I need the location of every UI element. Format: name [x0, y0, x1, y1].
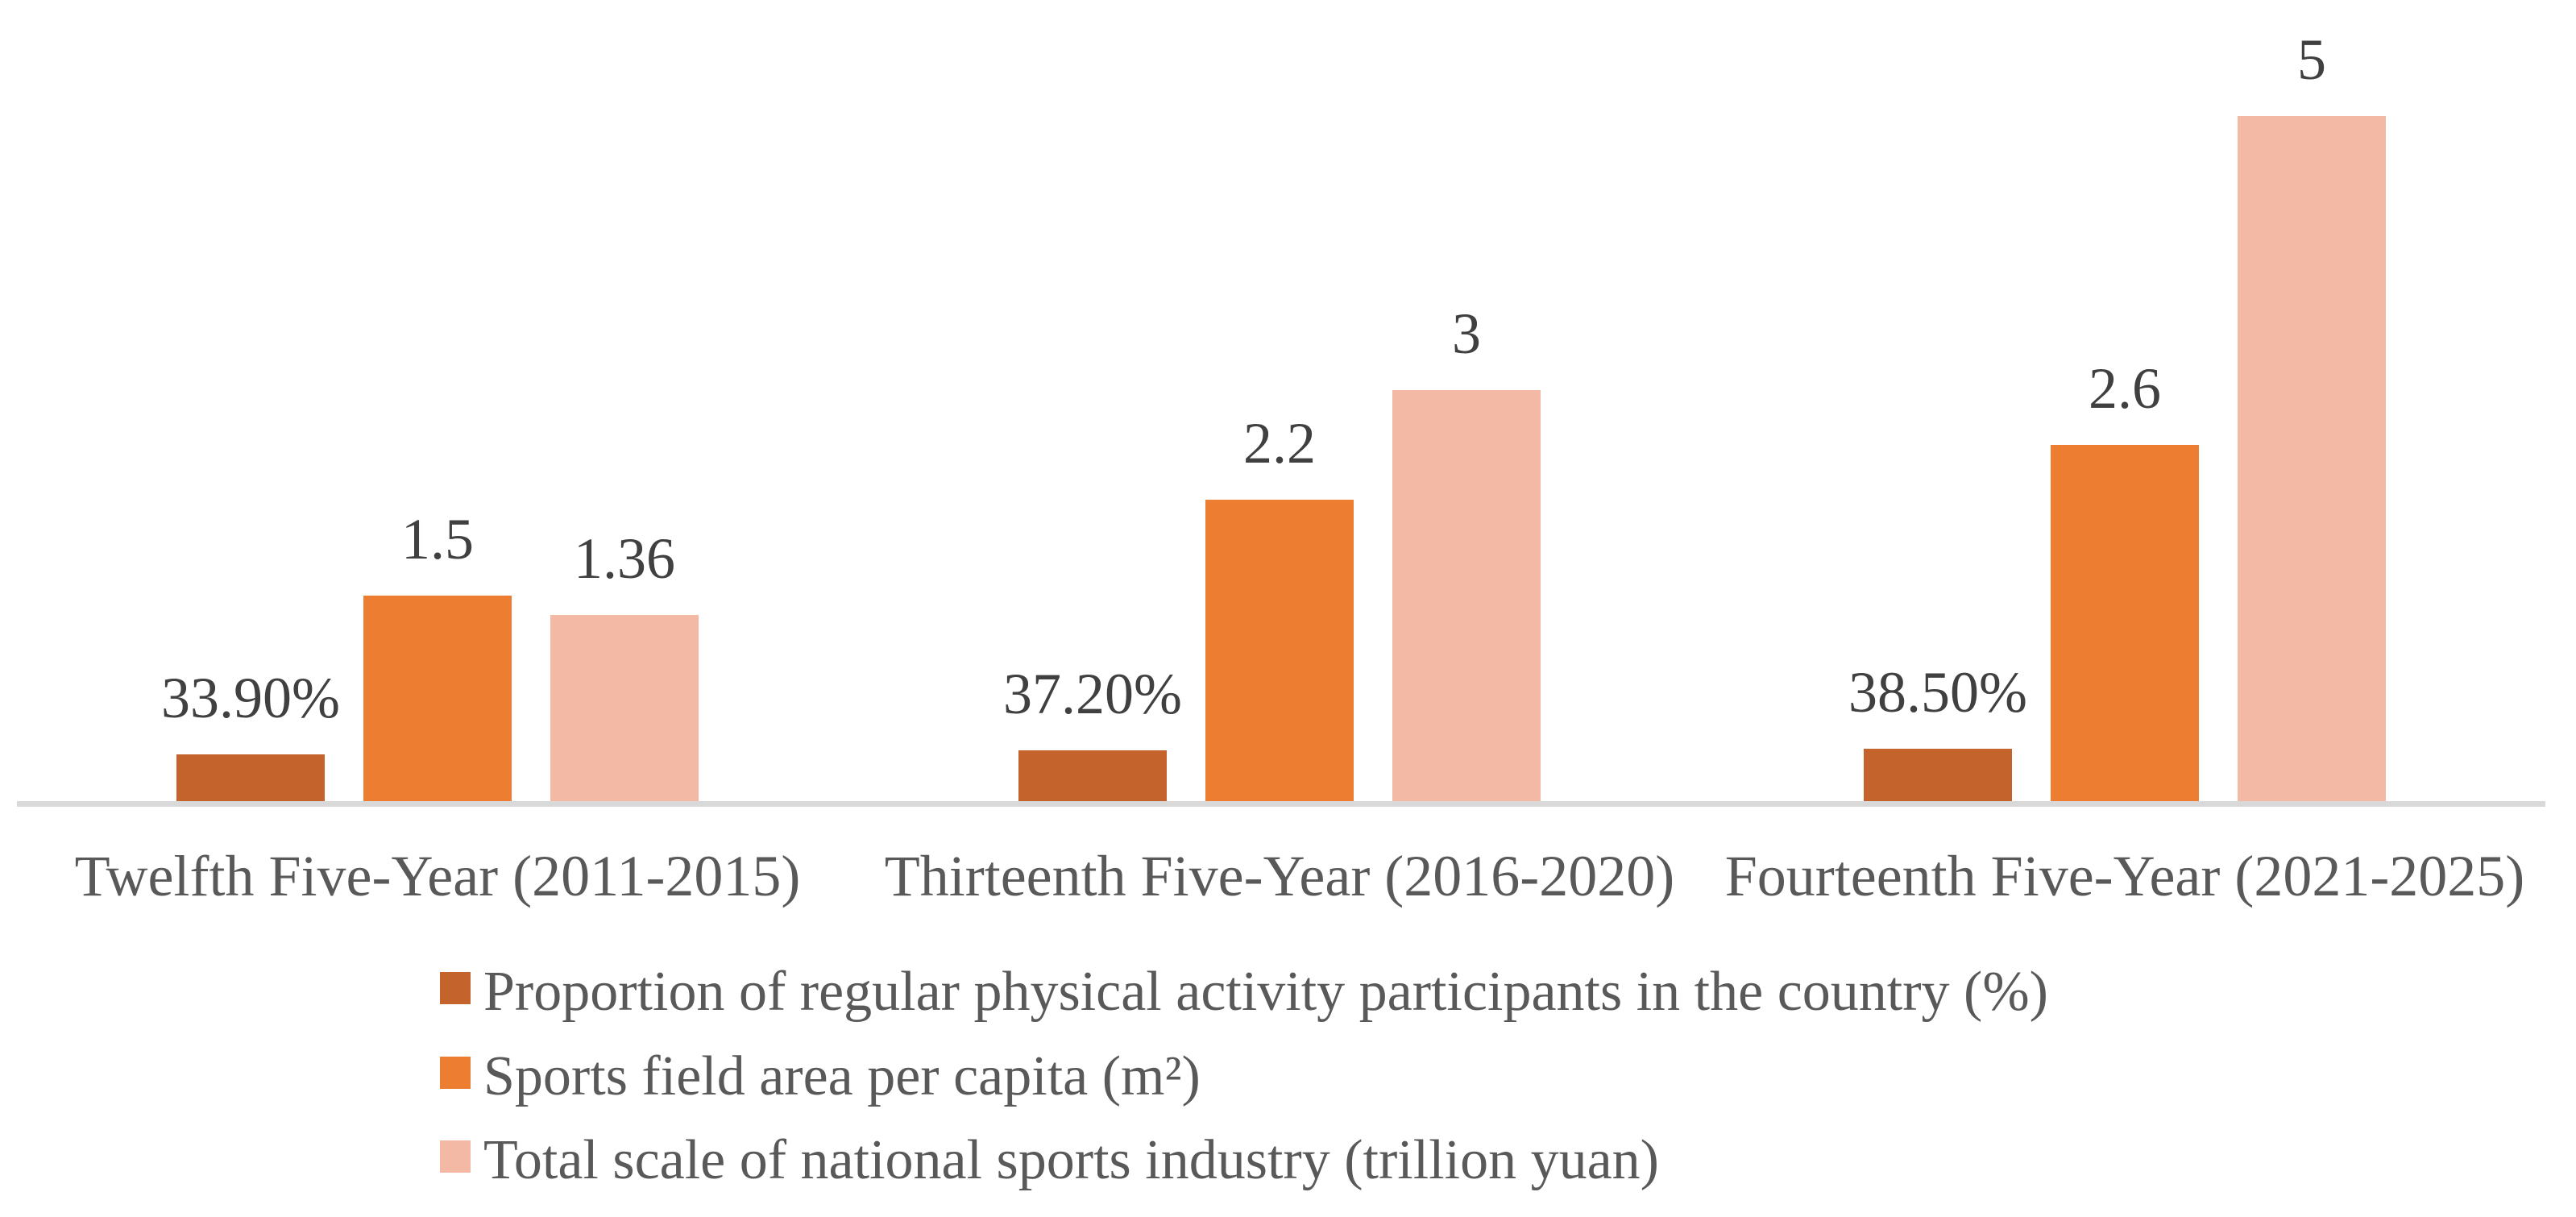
legend-label: Total scale of national sports industry … [483, 1129, 1659, 1192]
bar-group2-series1 [1018, 750, 1167, 801]
bar-value-label: 1.36 [574, 526, 675, 591]
category-label-2: Thirteenth Five-Year (2016-2020) [884, 844, 1675, 908]
bar-group1-series3 [550, 615, 699, 801]
bar-value-label: 5 [2297, 27, 2326, 92]
bar-group3-series1 [1864, 749, 2012, 801]
bar-value-label: 2.6 [2089, 356, 2161, 421]
bar-value-label: 3 [1452, 301, 1481, 366]
bar-value-label: 2.2 [1243, 411, 1316, 476]
legend-item-1: Proportion of regular physical activity … [440, 959, 2048, 1026]
legend: Proportion of regular physical activity … [440, 959, 2048, 1212]
legend-item-2: Sports field area per capita (m²) [440, 1044, 2048, 1111]
legend-label: Sports field area per capita (m²) [483, 1045, 1201, 1107]
bar-group1-series1 [176, 754, 325, 801]
bar-value-label: 33.90% [161, 666, 340, 730]
x-axis-line [17, 801, 2545, 807]
bar-group3-series2 [2051, 445, 2199, 801]
legend-item-3: Total scale of national sports industry … [440, 1128, 2048, 1194]
legend-marker-icon [440, 1056, 471, 1089]
bar-value-label: 38.50% [1848, 660, 2027, 725]
legend-marker-icon [440, 1140, 471, 1173]
legend-label: Proportion of regular physical activity … [483, 961, 2048, 1023]
bar-group2-series3 [1392, 390, 1541, 801]
category-label-3: Fourteenth Five-Year (2021-2025) [1724, 844, 2525, 908]
bar-group2-series2 [1205, 500, 1354, 801]
bar-value-label: 37.20% [1003, 662, 1182, 726]
legend-marker-icon [440, 972, 471, 1004]
bar-group3-series3 [2238, 116, 2386, 801]
bar-group1-series2 [363, 596, 512, 801]
category-label-1: Twelfth Five-Year (2011-2015) [74, 844, 801, 908]
bar-value-label: 1.5 [401, 507, 474, 571]
